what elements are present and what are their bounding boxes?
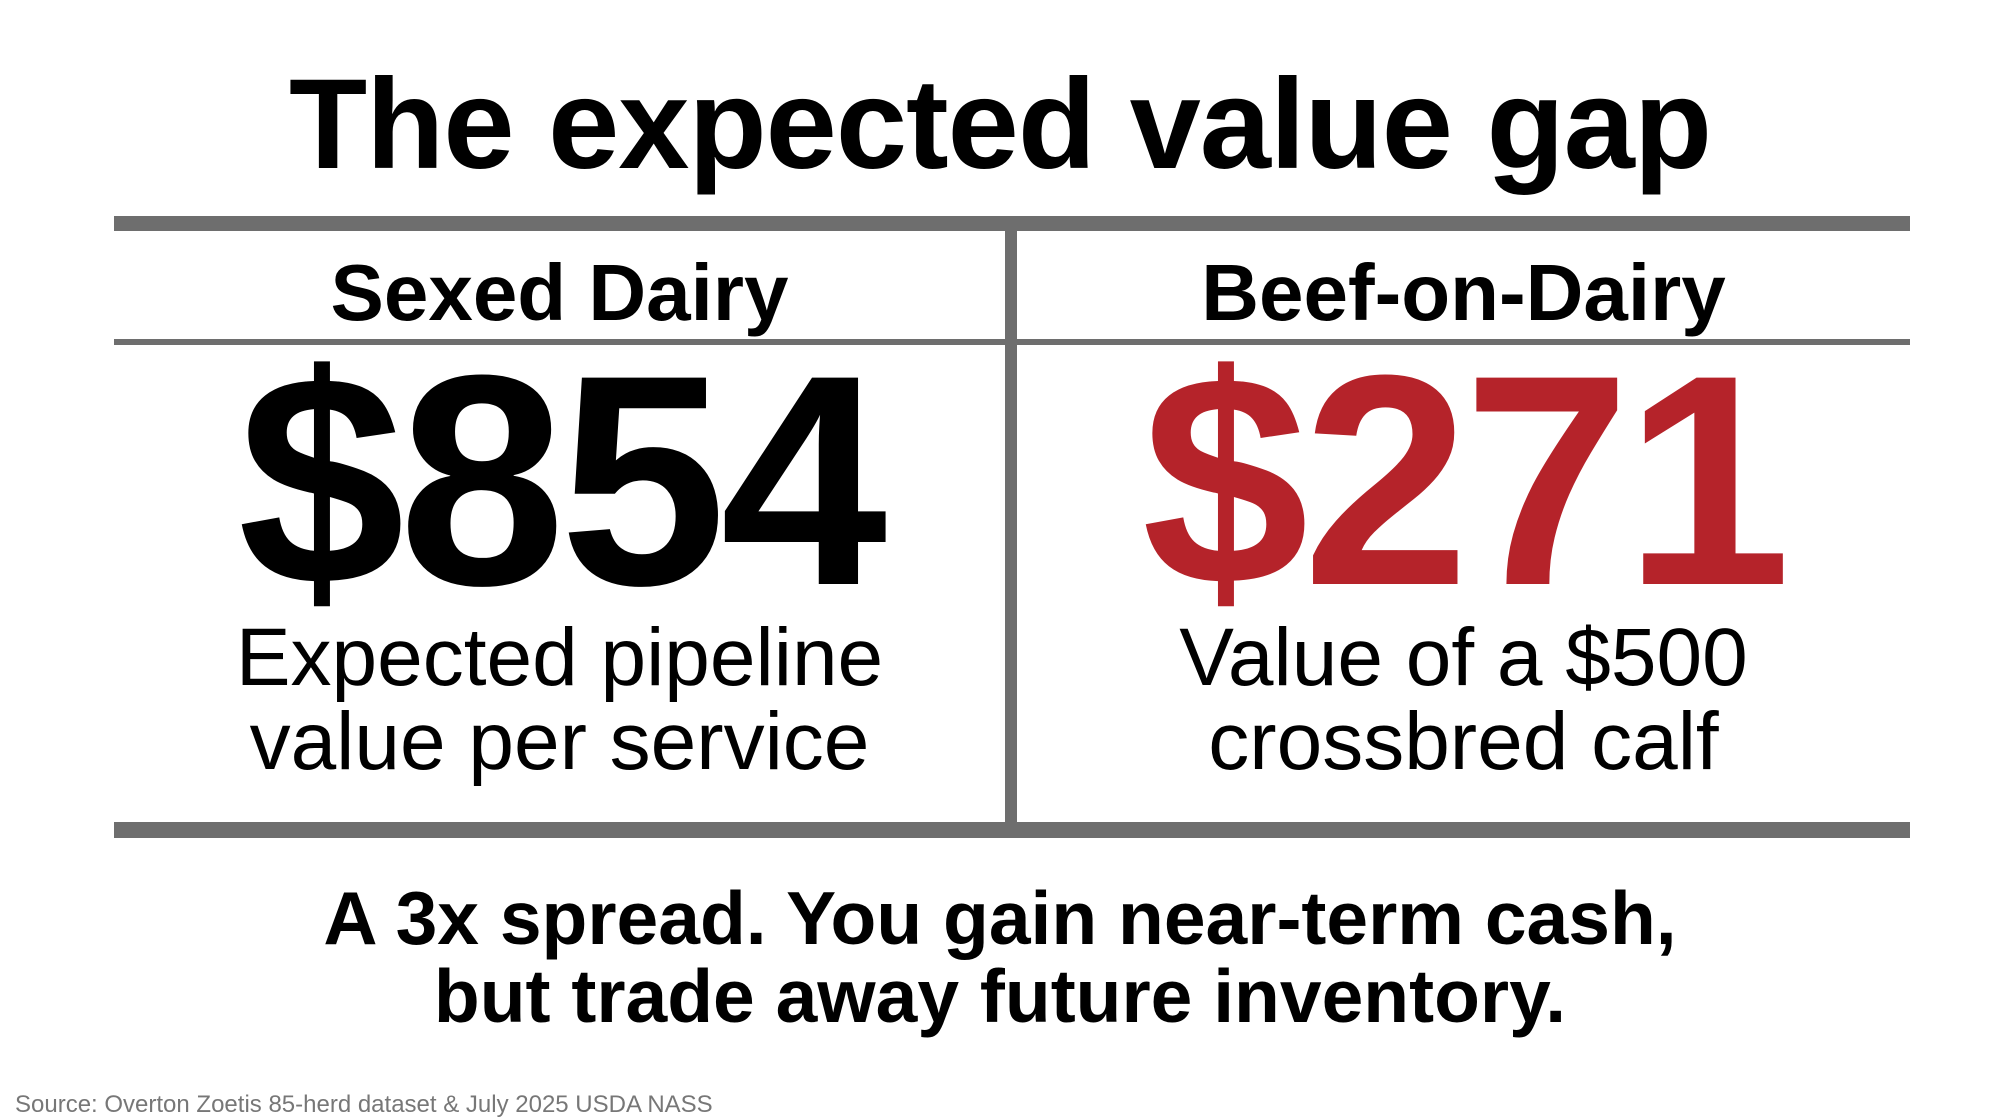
conclusion-line: but trade away future inventory. bbox=[433, 954, 1567, 1038]
heading-rule bbox=[114, 339, 1910, 345]
title: The expected value gap bbox=[288, 53, 1712, 196]
value: $854 bbox=[237, 312, 887, 648]
column-divider bbox=[1005, 223, 1017, 830]
caption-line: Value of a $500 bbox=[1179, 612, 1748, 703]
caption-line: value per service bbox=[249, 696, 870, 787]
bottom-rule bbox=[114, 822, 1910, 838]
caption-line: Expected pipeline bbox=[235, 612, 884, 703]
value: $271 bbox=[1141, 312, 1791, 648]
source-note: Source: Overton Zoetis 85-herd dataset &… bbox=[15, 1091, 713, 1118]
column-heading: Sexed Dairy bbox=[330, 248, 789, 337]
conclusion-line: A 3x spread. You gain near-term cash, bbox=[323, 876, 1677, 960]
column-heading: Beef-on-Dairy bbox=[1201, 248, 1726, 337]
caption-line: crossbred calf bbox=[1208, 696, 1719, 787]
